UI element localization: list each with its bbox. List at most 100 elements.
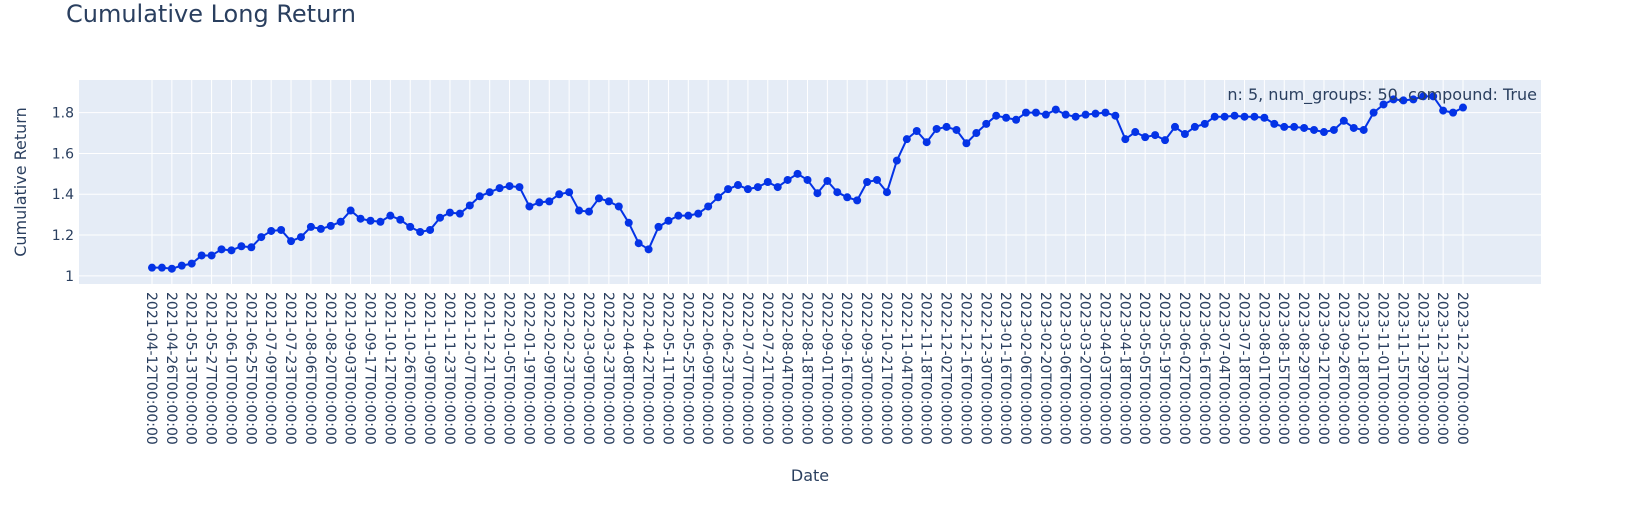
- data-point: [287, 237, 296, 246]
- x-tick-label: 2023-08-15T00:00:00: [1275, 292, 1291, 445]
- data-point: [505, 182, 514, 191]
- x-tick-label: 2023-04-03T00:00:00: [1096, 292, 1112, 445]
- x-tick-label: 2023-11-01T00:00:00: [1375, 292, 1391, 445]
- x-tick-label: 2022-01-05T00:00:00: [501, 292, 517, 445]
- x-tick-label: 2022-08-18T00:00:00: [799, 292, 815, 445]
- x-tick-label: 2021-12-21T00:00:00: [481, 292, 497, 445]
- data-point: [157, 263, 166, 272]
- data-point: [1200, 119, 1209, 128]
- data-point: [1399, 96, 1408, 105]
- x-tick-label: 2023-02-06T00:00:00: [1017, 292, 1033, 445]
- data-point: [1141, 133, 1150, 142]
- data-point: [853, 196, 862, 205]
- data-point: [1002, 113, 1011, 122]
- data-point: [217, 245, 226, 254]
- x-tick-label: 2021-10-12T00:00:00: [381, 292, 397, 445]
- data-point: [1339, 116, 1348, 125]
- data-point: [614, 202, 623, 211]
- x-tick-label: 2022-04-22T00:00:00: [640, 292, 656, 445]
- data-point: [654, 222, 663, 231]
- y-tick-label: 1.8: [52, 106, 74, 122]
- data-point: [1012, 115, 1021, 124]
- x-tick-label: 2023-05-19T00:00:00: [1156, 292, 1172, 445]
- data-point: [436, 213, 445, 222]
- x-tick-label: 2021-09-03T00:00:00: [342, 292, 358, 445]
- x-tick-label: 2022-10-21T00:00:00: [878, 292, 894, 445]
- data-point: [306, 222, 315, 231]
- data-point: [1240, 112, 1249, 121]
- data-point: [207, 251, 216, 260]
- data-point: [148, 263, 156, 272]
- data-point: [763, 178, 772, 186]
- x-tick-label: 2021-07-23T00:00:00: [282, 292, 298, 445]
- data-point: [1031, 108, 1040, 117]
- data-point: [1210, 112, 1219, 121]
- x-tick-label: 2022-12-30T00:00:00: [977, 292, 993, 445]
- x-tick-label: 2021-08-06T00:00:00: [302, 292, 318, 445]
- data-point: [426, 225, 435, 234]
- x-tick-label: 2023-11-29T00:00:00: [1414, 292, 1430, 445]
- x-tick-label: 2023-09-26T00:00:00: [1335, 292, 1351, 445]
- x-tick-label: 2022-05-11T00:00:00: [659, 292, 675, 445]
- data-point: [167, 264, 176, 273]
- data-point: [1022, 108, 1030, 117]
- data-point: [694, 209, 703, 218]
- data-point: [644, 245, 653, 254]
- data-point: [267, 226, 276, 235]
- x-tick-label: 2021-12-07T00:00:00: [461, 292, 477, 445]
- data-point: [545, 197, 554, 206]
- x-tick-label: 2022-03-23T00:00:00: [600, 292, 616, 445]
- x-tick-label: 2021-04-12T00:00:00: [143, 292, 159, 445]
- data-point: [843, 193, 852, 202]
- data-point: [1230, 111, 1239, 120]
- data-point: [247, 243, 256, 252]
- x-tick-label: 2023-12-13T00:00:00: [1434, 292, 1450, 445]
- data-point: [445, 208, 454, 217]
- x-axis-ticks: 2021-04-12T00:00:00 2021-04-26T00:00:00 20…: [143, 292, 1470, 445]
- data-point: [664, 216, 673, 225]
- x-tick-label: 2023-11-15T00:00:00: [1394, 292, 1410, 445]
- data-point: [316, 224, 325, 233]
- x-tick-label: 2021-11-23T00:00:00: [441, 292, 457, 445]
- data-point: [1310, 125, 1319, 134]
- data-point: [1280, 122, 1289, 131]
- data-point: [1459, 103, 1467, 112]
- data-point: [455, 209, 464, 218]
- x-tick-label: 2022-06-09T00:00:00: [699, 292, 715, 445]
- data-point: [525, 202, 534, 211]
- data-point: [1081, 110, 1090, 119]
- data-point: [565, 188, 574, 197]
- data-point: [952, 125, 961, 134]
- data-point: [594, 194, 603, 203]
- data-point: [863, 178, 872, 186]
- data-point: [277, 225, 286, 234]
- x-tick-label: 2022-02-23T00:00:00: [560, 292, 576, 445]
- data-point: [1250, 112, 1259, 121]
- data-point: [823, 176, 832, 185]
- x-tick-label: 2023-03-20T00:00:00: [1077, 292, 1093, 445]
- x-tick-label: 2022-01-19T00:00:00: [520, 292, 536, 445]
- data-point: [942, 122, 951, 131]
- data-point: [1180, 130, 1189, 139]
- data-point: [416, 227, 425, 236]
- data-point: [406, 222, 415, 231]
- x-tick-label: 2022-06-23T00:00:00: [719, 292, 735, 445]
- data-point: [1041, 110, 1050, 119]
- data-point: [1190, 122, 1199, 131]
- x-tick-label: 2022-08-04T00:00:00: [779, 292, 795, 445]
- data-point: [346, 206, 355, 215]
- data-point: [1170, 122, 1179, 131]
- y-tick-label: 1.6: [52, 146, 74, 162]
- data-point: [634, 239, 643, 248]
- x-tick-label: 2023-08-01T00:00:00: [1255, 292, 1271, 445]
- x-tick-label: 2023-07-18T00:00:00: [1236, 292, 1252, 445]
- data-point: [227, 246, 236, 255]
- x-tick-label: 2021-05-27T00:00:00: [203, 292, 219, 445]
- x-tick-label: 2022-09-01T00:00:00: [818, 292, 834, 445]
- x-tick-label: 2023-04-18T00:00:00: [1116, 292, 1132, 445]
- data-point: [1300, 123, 1309, 132]
- x-tick-label: 2022-02-09T00:00:00: [540, 292, 556, 445]
- data-point: [376, 217, 385, 226]
- x-tick-label: 2022-05-25T00:00:00: [679, 292, 695, 445]
- data-point: [237, 242, 246, 251]
